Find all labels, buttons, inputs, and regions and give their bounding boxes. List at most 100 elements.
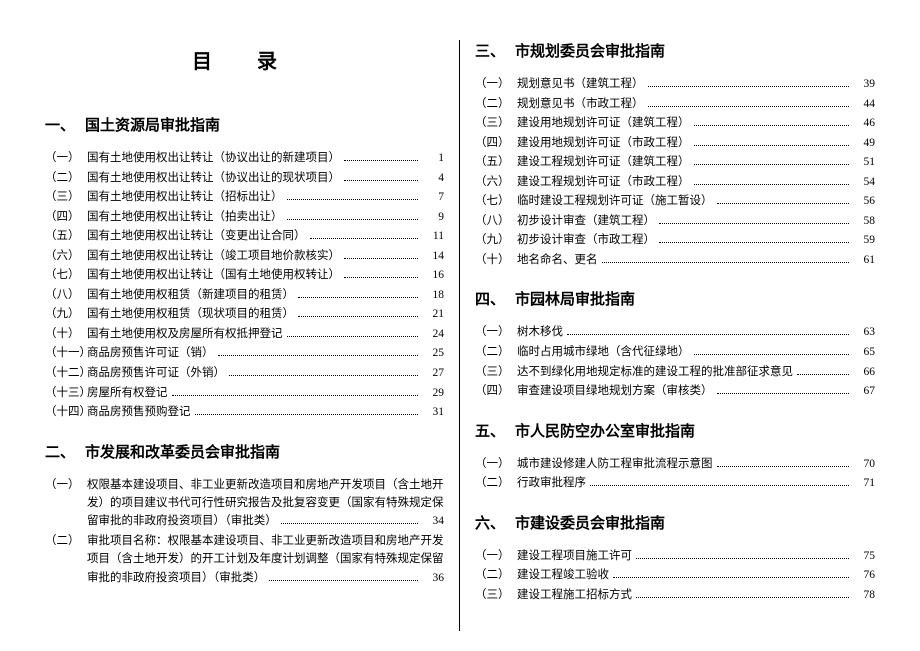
entry-page: 11 <box>422 227 444 247</box>
entry-text: 国有土地使用权出让转让（竣工项目地价款核实） <box>87 247 340 267</box>
leader-dots <box>636 548 849 558</box>
leader-dots <box>717 194 850 204</box>
leader-dots <box>613 568 849 578</box>
leader-dots <box>344 151 418 161</box>
leader-dots <box>659 213 849 223</box>
leader-dots <box>287 209 419 219</box>
toc-entry: （十三）房屋所有权登记29 <box>45 384 444 404</box>
section-number: 二、 <box>45 441 85 462</box>
section-title: 市建设委员会审批指南 <box>515 512 665 533</box>
section-title: 国土资源局审批指南 <box>85 114 220 135</box>
entry-number: （一） <box>45 476 87 496</box>
entry-text: 项目（含土地开发）的开工计划及年度计划调整（国家有特殊规定保留 <box>87 550 444 568</box>
entry-text: 国有土地使用权出让转让（变更出让合同） <box>87 227 306 247</box>
entry-text: 地名命名、更名 <box>517 251 598 271</box>
entry-number: （二） <box>475 343 517 363</box>
entry-text: 国有土地使用权出让转让（协议出让的新建项目） <box>87 149 340 169</box>
entry-page: 31 <box>422 403 444 423</box>
entry-text: 树木移伐 <box>517 323 563 343</box>
entry-body: 国有土地使用权出让转让（协议出让的新建项目）1 <box>87 149 444 169</box>
entry-body: 城市建设修建人防工程审批流程示意图70 <box>517 455 875 475</box>
entry-body: 行政审批程序71 <box>517 474 875 494</box>
entry-number: （二） <box>45 169 87 189</box>
leader-dots <box>636 588 849 598</box>
entry-page: 71 <box>853 474 875 494</box>
leader-dots <box>797 364 849 374</box>
entry-number: （六） <box>475 173 517 193</box>
entry-page: 18 <box>422 286 444 306</box>
entry-number: （四） <box>45 208 87 228</box>
toc-section: 五、市人民防空办公室审批指南 （一）城市建设修建人防工程审批流程示意图70（二）行… <box>475 420 875 494</box>
entry-page: 70 <box>853 455 875 475</box>
entry-body: 达不到绿化用地规定标准的建设工程的批准部征求意见66 <box>517 363 875 383</box>
entry-number: （四） <box>475 134 517 154</box>
entry-page: 4 <box>422 169 444 189</box>
entry-text: 国有土地使用权出让转让（拍卖出让） <box>87 208 283 228</box>
toc-entry: （十二）商品房预售许可证（外销）27 <box>45 364 444 384</box>
section-header: 三、市规划委员会审批指南 <box>475 40 875 61</box>
entry-number: （五） <box>475 153 517 173</box>
leader-dots <box>344 268 418 278</box>
toc-entry: （二）建设工程竣工验收76 <box>475 566 875 586</box>
leader-dots <box>298 287 418 297</box>
entry-number: （六） <box>45 247 87 267</box>
entry-body: 国有土地使用权出让转让（变更出让合同） 11 <box>87 227 444 247</box>
entry-text: 规划意见书（建筑工程） <box>517 75 644 95</box>
entry-page: 59 <box>853 231 875 251</box>
toc-entry: （八）初步设计审查（建筑工程）58 <box>475 212 875 232</box>
entry-text: 初步设计审查（市政工程） <box>517 231 655 251</box>
entry-text: 国有土地使用权租赁（现状项目的租赁） <box>87 305 294 325</box>
entry-body: 初步设计审查（建筑工程）58 <box>517 212 875 232</box>
toc-entry: （十一）商品房预售许可证（销）25 <box>45 344 444 364</box>
entry-text: 规划意见书（市政工程） <box>517 95 644 115</box>
entry-body: 建设工程项目施工许可75 <box>517 547 875 567</box>
toc-entry: （五）建设工程规划许可证（建筑工程）51 <box>475 153 875 173</box>
entry-text: 国有土地使用权出让转让（招标出让） <box>87 188 283 208</box>
entry-body: 审批项目名称：权限基本建设项目、非工业更新改造项目和房地产开发项目（含土地开发）… <box>87 532 444 588</box>
entry-page: 14 <box>422 247 444 267</box>
entry-body: 建设工程竣工验收76 <box>517 566 875 586</box>
leader-dots <box>218 346 419 356</box>
entry-page: 24 <box>422 325 444 345</box>
entry-body: 审查建设项目绿地规划方案（审核类）67 <box>517 382 875 402</box>
entry-text: 发）的项目建议书代可行性研究报告及批复容变更（国家有特殊规定保 <box>87 494 444 512</box>
page-title: 目 录 <box>45 45 444 74</box>
toc-entry: （六）国有土地使用权出让转让（竣工项目地价款核实） 14 <box>45 247 444 267</box>
entry-number: （七） <box>45 266 87 286</box>
entry-number: （四） <box>475 382 517 402</box>
toc-entry: （三）国有土地使用权出让转让（招标出让）7 <box>45 188 444 208</box>
entry-number: （二） <box>475 474 517 494</box>
leader-dots <box>717 384 850 394</box>
toc-entry: （一）树木移伐63 <box>475 323 875 343</box>
entry-page: 21 <box>422 305 444 325</box>
entry-number: （八） <box>475 212 517 232</box>
leader-dots <box>659 233 849 243</box>
toc-entry: （七）临时建设工程规划许可证（施工暂设）56 <box>475 192 875 212</box>
toc-right-column: 三、市规划委员会审批指南（一）规划意见书（建筑工程）39（二）规划意见书（市政工… <box>460 40 890 631</box>
entry-number: （二） <box>475 566 517 586</box>
entry-text: 建设工程规划许可证（市政工程） <box>517 173 690 193</box>
toc-entry: （三）建设工程施工招标方式78 <box>475 586 875 606</box>
entry-text: 房屋所有权登记 <box>87 384 168 404</box>
toc-entry: （一）城市建设修建人防工程审批流程示意图70 <box>475 455 875 475</box>
leader-dots <box>694 345 850 355</box>
entry-body: 国有土地使用权出让转让（国有土地使用权转让）16 <box>87 266 444 286</box>
entry-page: 78 <box>853 586 875 606</box>
entry-number: （三） <box>475 363 517 383</box>
leader-dots <box>344 248 418 258</box>
toc-entry: （二）行政审批程序71 <box>475 474 875 494</box>
toc-section: 六、市建设委员会审批指南（一）建设工程项目施工许可75（二）建设工程竣工验收76… <box>475 512 875 606</box>
leader-dots <box>344 170 418 180</box>
entry-body: 权限基本建设项目、非工业更新改造项目和房地产开发项目（含土地开发）的项目建议书代… <box>87 476 444 532</box>
toc-entry: （十四）商品房预售预购登记31 <box>45 403 444 423</box>
leader-dots <box>195 405 419 415</box>
toc-entry: （二）审批项目名称：权限基本建设项目、非工业更新改造项目和房地产开发项目（含土地… <box>45 532 444 588</box>
toc-entry: （七）国有土地使用权出让转让（国有土地使用权转让）16 <box>45 266 444 286</box>
entry-page: 27 <box>422 364 444 384</box>
section-header: 五、市人民防空办公室审批指南 <box>475 420 875 441</box>
entry-number: （十三） <box>45 384 87 404</box>
entry-number: （三） <box>475 586 517 606</box>
entry-body: 国有土地使用权及房屋所有权抵押登记24 <box>87 325 444 345</box>
entry-page: 49 <box>853 134 875 154</box>
entry-body: 建设工程规划许可证（建筑工程）51 <box>517 153 875 173</box>
